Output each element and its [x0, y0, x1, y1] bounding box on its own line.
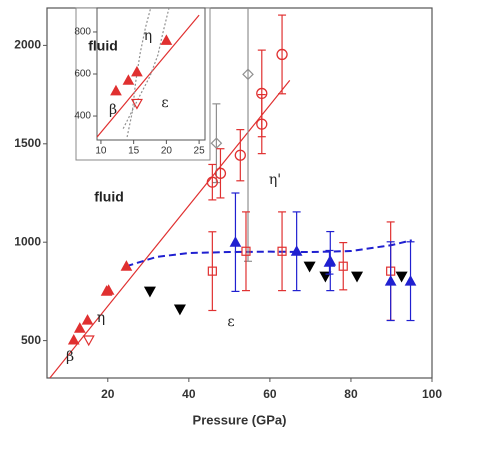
- marker: [173, 304, 186, 316]
- y-tick-label: 1500: [14, 136, 41, 150]
- annotation: η': [269, 172, 281, 188]
- x-tick-label: 10: [95, 146, 107, 157]
- x-tick-label: 25: [194, 146, 206, 157]
- marker: [290, 245, 303, 256]
- marker: [395, 271, 408, 283]
- x-tick-label: 15: [128, 146, 140, 157]
- marker: [160, 34, 173, 45]
- marker: [404, 275, 417, 286]
- marker: [102, 284, 115, 295]
- x-tick-label: 100: [422, 387, 442, 401]
- marker: [130, 98, 143, 110]
- y-tick-label: 500: [21, 333, 41, 347]
- annotation: η: [97, 310, 105, 326]
- x-axis-label: Pressure (GPa): [193, 412, 287, 427]
- plot-area: [49, 8, 417, 378]
- curve: [97, 14, 200, 138]
- annotation: ε: [227, 314, 234, 330]
- x-tick-label: 20: [101, 387, 115, 401]
- annotation: β: [109, 102, 117, 118]
- annotation: β: [66, 349, 74, 365]
- y-tick-label: 800: [74, 27, 91, 38]
- marker: [277, 246, 287, 256]
- marker: [143, 286, 156, 298]
- marker: [384, 275, 397, 286]
- marker: [73, 322, 86, 333]
- marker: [234, 149, 246, 161]
- marker: [131, 65, 143, 77]
- marker: [120, 260, 133, 271]
- x-tick-label: 40: [182, 387, 196, 401]
- marker: [210, 137, 223, 150]
- marker: [81, 314, 94, 325]
- annotation: ε: [161, 95, 168, 111]
- y-tick-label: 600: [74, 69, 91, 80]
- marker: [82, 335, 95, 347]
- marker: [276, 48, 288, 61]
- marker: [338, 261, 348, 271]
- curve: [126, 239, 412, 268]
- annotation: fluid: [88, 38, 118, 54]
- y-tick-label: 400: [74, 111, 91, 122]
- marker: [122, 74, 135, 85]
- annotation: fluid: [94, 189, 124, 205]
- marker: [303, 261, 316, 273]
- curve: [126, 8, 152, 138]
- x-tick-label: 60: [263, 387, 277, 401]
- plot-area: [97, 8, 200, 138]
- marker: [256, 118, 268, 130]
- main-plot: 20 40 60 80 100 500 1000 1500 2000 Pressure (GPa)…: [14, 7, 442, 427]
- marker: [207, 266, 217, 276]
- x-tick-label: 80: [344, 387, 358, 401]
- marker: [323, 256, 336, 267]
- annotation: η: [144, 28, 152, 44]
- x-tick-label: 20: [161, 146, 173, 157]
- marker: [242, 68, 254, 81]
- y-tick-label: 1000: [14, 234, 41, 248]
- marker: [67, 333, 80, 345]
- marker: [206, 176, 218, 188]
- plot-frame: [46, 7, 433, 379]
- marker: [110, 84, 122, 96]
- curve: [122, 8, 170, 129]
- marker: [229, 236, 242, 247]
- curve: [49, 80, 291, 378]
- marker: [214, 167, 227, 179]
- marker: [351, 271, 364, 283]
- y-tick-label: 2000: [14, 38, 41, 52]
- marker: [241, 246, 251, 256]
